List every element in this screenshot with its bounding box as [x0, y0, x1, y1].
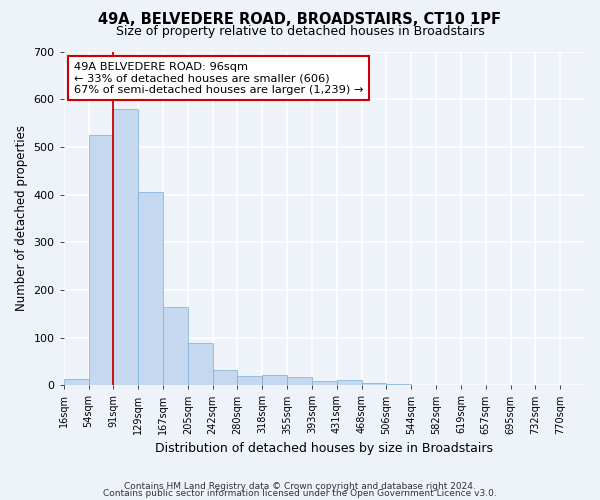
- Text: Contains public sector information licensed under the Open Government Licence v3: Contains public sector information licen…: [103, 490, 497, 498]
- Bar: [64, 379, 89, 386]
- Bar: [337, 380, 362, 386]
- Bar: [138, 192, 163, 386]
- Bar: [262, 375, 287, 386]
- Bar: [163, 306, 188, 386]
- Bar: [362, 383, 386, 386]
- Bar: [312, 382, 337, 386]
- Text: Size of property relative to detached houses in Broadstairs: Size of property relative to detached ho…: [116, 25, 484, 38]
- Bar: [113, 108, 138, 386]
- Bar: [188, 344, 212, 386]
- Text: 49A BELVEDERE ROAD: 96sqm
← 33% of detached houses are smaller (606)
67% of semi: 49A BELVEDERE ROAD: 96sqm ← 33% of detac…: [74, 62, 364, 94]
- Bar: [89, 135, 113, 386]
- Text: Contains HM Land Registry data © Crown copyright and database right 2024.: Contains HM Land Registry data © Crown c…: [124, 482, 476, 491]
- Text: 49A, BELVEDERE ROAD, BROADSTAIRS, CT10 1PF: 49A, BELVEDERE ROAD, BROADSTAIRS, CT10 1…: [98, 12, 502, 28]
- X-axis label: Distribution of detached houses by size in Broadstairs: Distribution of detached houses by size …: [155, 442, 493, 455]
- Bar: [212, 370, 238, 386]
- Bar: [287, 376, 312, 386]
- Y-axis label: Number of detached properties: Number of detached properties: [15, 126, 28, 312]
- Bar: [238, 376, 262, 386]
- Bar: [386, 384, 411, 386]
